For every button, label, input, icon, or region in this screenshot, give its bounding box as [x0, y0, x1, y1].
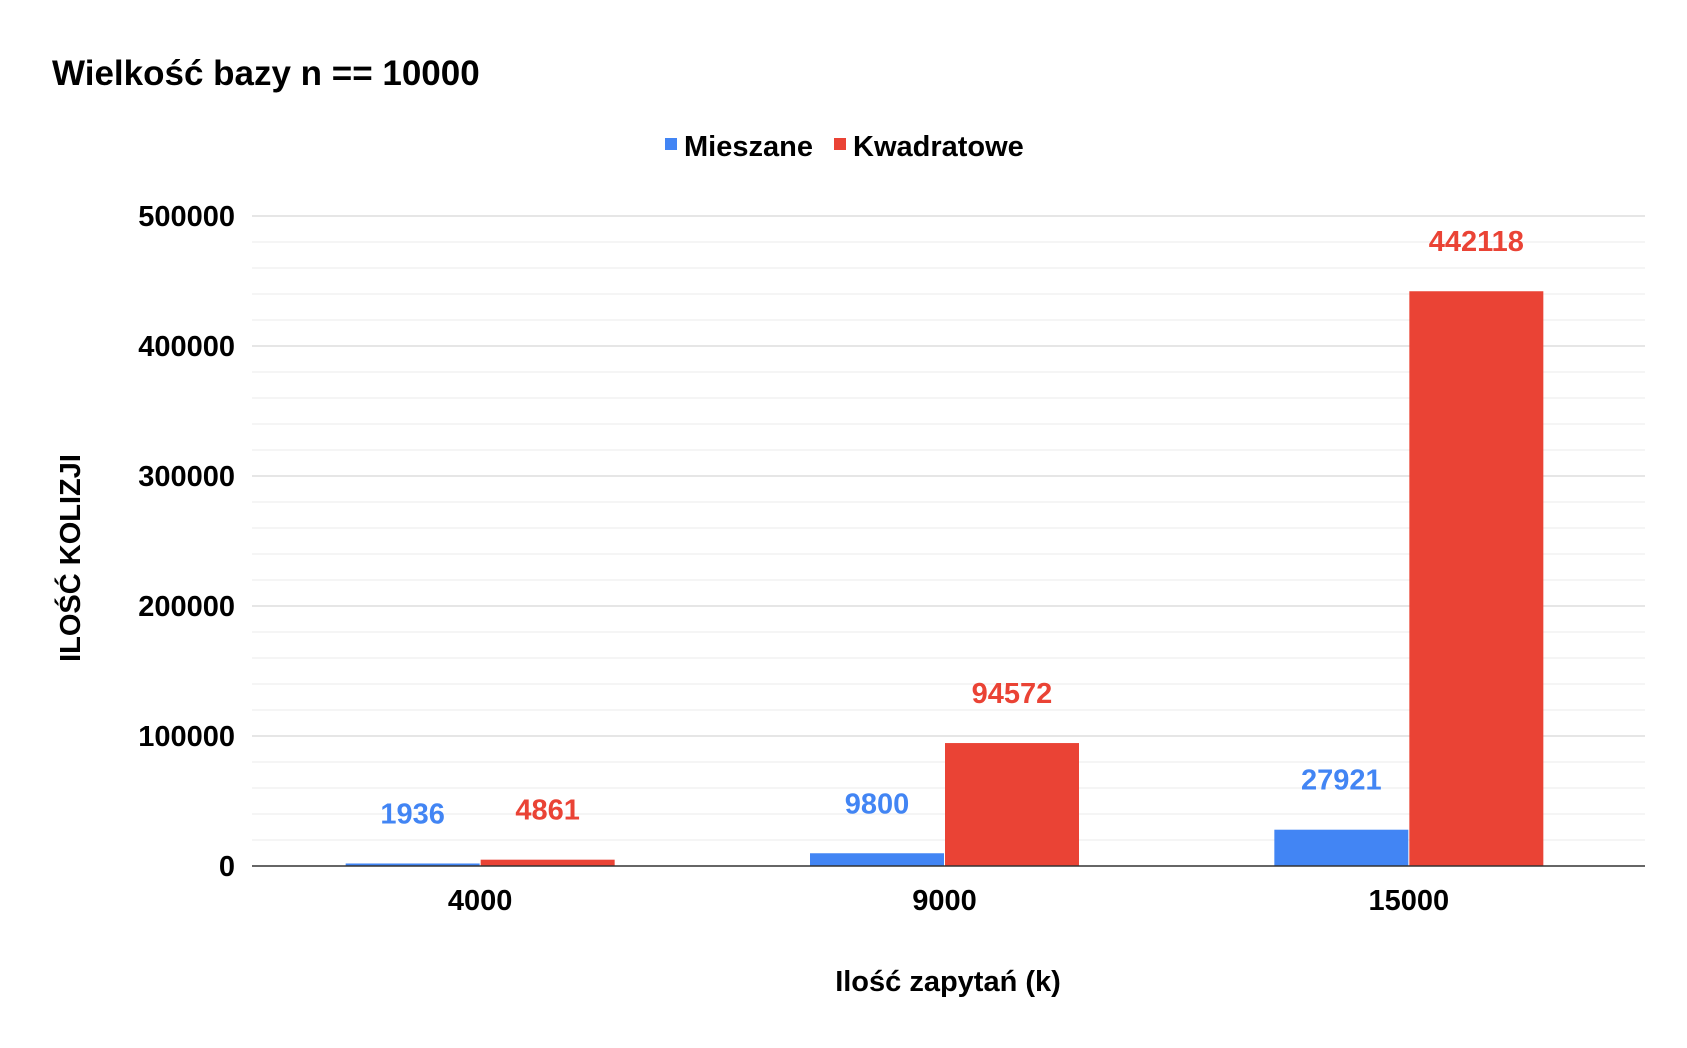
bars [345, 291, 1544, 867]
y-tick-label: 500000 [138, 201, 235, 233]
data-label: 442118 [1429, 226, 1524, 258]
x-tick-label: 4000 [448, 885, 513, 917]
y-tick-label: 100000 [138, 721, 235, 753]
x-axis-ticks: 4000 9000 15000 [448, 885, 1449, 917]
bar [1409, 291, 1544, 867]
legend: Mieszane Kwadratowe [665, 131, 1024, 163]
bar [345, 863, 480, 866]
data-label: 27921 [1301, 765, 1382, 797]
x-tick-label: 9000 [912, 885, 977, 917]
y-tick-label: 300000 [138, 461, 235, 493]
data-label: 1936 [380, 798, 445, 830]
x-tick-label: 15000 [1369, 885, 1450, 917]
bar [480, 859, 615, 866]
y-tick-label: 200000 [138, 591, 235, 623]
data-label: 94572 [972, 678, 1053, 710]
bar [810, 853, 944, 866]
data-label: 4861 [515, 795, 580, 827]
y-tick-label: 0 [219, 851, 235, 883]
data-labels: 1936 4861 9800 94572 27921 442118 [380, 226, 1524, 830]
y-axis-label: ILOŚĆ KOLIZJI [53, 454, 87, 662]
legend-swatch-kwadratowe [834, 138, 846, 150]
data-label: 9800 [845, 788, 910, 820]
y-tick-label: 400000 [138, 331, 235, 363]
legend-label-mieszane: Mieszane [684, 131, 813, 163]
bar [945, 743, 1079, 866]
x-axis-label: Ilość zapytań (k) [835, 966, 1061, 998]
y-axis-ticks: 0 100000 200000 300000 400000 500000 [138, 201, 235, 883]
legend-label-kwadratowe: Kwadratowe [853, 131, 1024, 163]
chart-title: Wielkość bazy n == 10000 [52, 54, 480, 93]
bar [1274, 829, 1409, 866]
legend-swatch-mieszane [665, 138, 677, 150]
